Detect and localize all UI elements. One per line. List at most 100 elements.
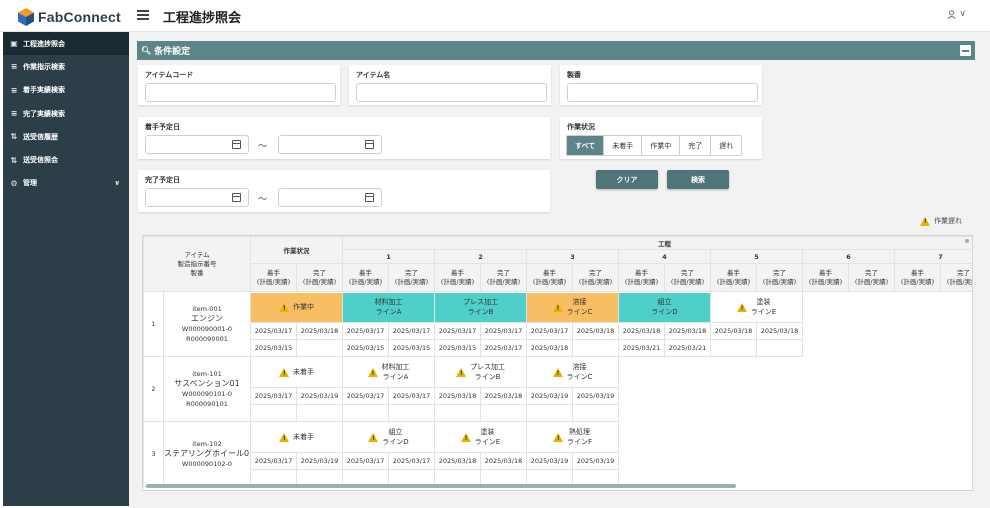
order-number: W000090101-0 xyxy=(181,390,233,398)
process-cell[interactable]: 組立ラインD xyxy=(618,291,711,323)
start-date-to-input[interactable] xyxy=(278,135,382,154)
date-cell: 2025/03/19 xyxy=(572,452,619,470)
header-line: (計画/実績) xyxy=(716,277,751,286)
conditions-header[interactable]: 🔍︎ 条件設定 xyxy=(137,41,975,60)
item-info-cell[interactable]: item-101 サスペンション01 W000090101-0 R000090101 xyxy=(163,356,251,422)
date-cell: 2025/03/17 xyxy=(342,322,389,340)
sidebar-item-1[interactable]: ≡ 作業指示検索 xyxy=(3,55,129,78)
warning-icon xyxy=(552,432,563,444)
process-number-header: 4 xyxy=(618,249,711,264)
line-name: ラインC xyxy=(566,308,593,316)
status-option-4[interactable]: 遅れ xyxy=(719,141,734,150)
status-option-2[interactable]: 作業中 xyxy=(642,136,681,155)
end-date-from-input[interactable] xyxy=(145,188,249,207)
warning-icon xyxy=(456,367,466,379)
sidebar-item-4[interactable]: ⇅ 送受信履歴 xyxy=(3,125,129,148)
sidebar-item-0[interactable]: ▣ 工程進捗照会 xyxy=(3,32,129,56)
date-cell: 2025/03/19 xyxy=(526,387,573,405)
status-label: 未着手 xyxy=(293,433,314,441)
process-cell[interactable]: 材料加工ラインA xyxy=(342,291,435,323)
monitor-icon: ▣ xyxy=(10,39,18,49)
line-name: ラインE xyxy=(474,438,501,446)
end-date-to-input[interactable] xyxy=(278,188,382,207)
date-cell xyxy=(342,404,389,422)
date-cell: 2025/03/17 xyxy=(480,339,527,357)
status-cell[interactable]: 未着手 xyxy=(250,421,343,453)
sidebar-item-6[interactable]: ⚙ 管理 ∨ xyxy=(3,172,129,195)
progress-grid[interactable]: アイテム 製造指示番号 製番 作業状況 工程 1 2 3 4 5 6 7 着手 (計画/実績) 完了 (計画/… xyxy=(142,235,973,491)
status-column-header: 作業状況 xyxy=(250,236,343,264)
sidebar-item-2[interactable]: ≡ 着手実績検索 xyxy=(3,79,129,102)
menu-toggle-icon[interactable] xyxy=(137,10,149,20)
header-line: (計画/実績) xyxy=(624,277,659,286)
status-option-0[interactable]: すべて xyxy=(567,136,605,155)
header-line: 完了 xyxy=(865,268,878,277)
line-name: ラインC xyxy=(566,373,593,381)
sidebar-item-label: 着手実績検索 xyxy=(23,86,65,95)
date-cell: 2025/03/17 xyxy=(250,452,297,470)
date-cell: 2025/03/21 xyxy=(664,339,711,357)
status-option-1[interactable]: 未着手 xyxy=(604,136,643,155)
status-badge: 材料加工ラインA xyxy=(343,292,434,322)
item-name-label: アイテム名 xyxy=(356,71,391,79)
date-cell: 2025/03/21 xyxy=(618,339,665,357)
item-info-cell[interactable]: item-001 エンジン W000090001-0 R000090001 xyxy=(163,291,251,357)
warning-icon xyxy=(279,432,289,444)
logo-text: FabConnect xyxy=(38,9,121,25)
date-cell: 2025/03/17 xyxy=(434,322,481,340)
warning-icon xyxy=(279,302,289,314)
process-cell[interactable]: プレス加工ラインB xyxy=(434,291,527,323)
date-cell: 2025/03/19 xyxy=(526,452,573,470)
sidebar-item-3[interactable]: ≡ 完了実績検索 xyxy=(3,102,129,125)
status-cell[interactable]: 作業中 xyxy=(250,291,343,323)
item-info-cell[interactable]: item-102 ステアリングホイール01 W000090102-0 xyxy=(163,421,251,487)
empty-cell xyxy=(803,292,895,357)
item-name-input[interactable] xyxy=(356,83,547,102)
product-no-input[interactable] xyxy=(567,83,758,102)
user-menu[interactable]: ∨ xyxy=(947,9,966,19)
calendar-icon[interactable] xyxy=(365,140,374,149)
start-date-from-input[interactable] xyxy=(145,135,249,154)
collapse-button[interactable] xyxy=(960,45,971,56)
process-number-header: 5 xyxy=(710,249,803,264)
transfer-icon: ⇅ xyxy=(10,132,18,142)
range-separator: ～ xyxy=(258,142,268,152)
app-logo[interactable]: FabConnect xyxy=(18,6,121,28)
item-code-card: アイテムコード xyxy=(138,65,340,105)
calendar-icon[interactable] xyxy=(232,193,241,202)
status-option-3[interactable]: 完了 xyxy=(680,136,712,155)
horizontal-scrollbar[interactable] xyxy=(146,484,736,488)
order-number: W000090001-0 xyxy=(181,325,233,333)
date-cell: 2025/03/18 xyxy=(572,322,619,340)
process-name: 溶接 xyxy=(572,298,587,306)
date-cell xyxy=(388,404,435,422)
sidebar-item-5[interactable]: ⇅ 送受信照会 xyxy=(3,148,129,171)
legend: 作業遅れ xyxy=(920,216,962,226)
item-header-line: 製番 xyxy=(190,268,204,277)
status-cell[interactable]: 未着手 xyxy=(250,356,343,388)
badge-text: 塗装 ラインE xyxy=(475,427,500,447)
clear-button[interactable]: クリア xyxy=(596,170,658,189)
item-name: ステアリングホイール01 xyxy=(164,449,251,458)
table-row[interactable]: 2 item-101 サスペンション01 W000090101-0 R000090101… xyxy=(143,356,973,422)
calendar-icon[interactable] xyxy=(365,193,374,202)
header-line: (計画/実績) xyxy=(486,277,521,286)
item-code-input[interactable] xyxy=(145,83,336,102)
product-number: R000090001 xyxy=(186,335,228,343)
search-icon: 🔍︎ xyxy=(141,46,152,55)
calendar-icon[interactable] xyxy=(232,140,241,149)
search-button[interactable]: 検索 xyxy=(667,170,729,189)
line-name: ラインF xyxy=(566,438,593,446)
